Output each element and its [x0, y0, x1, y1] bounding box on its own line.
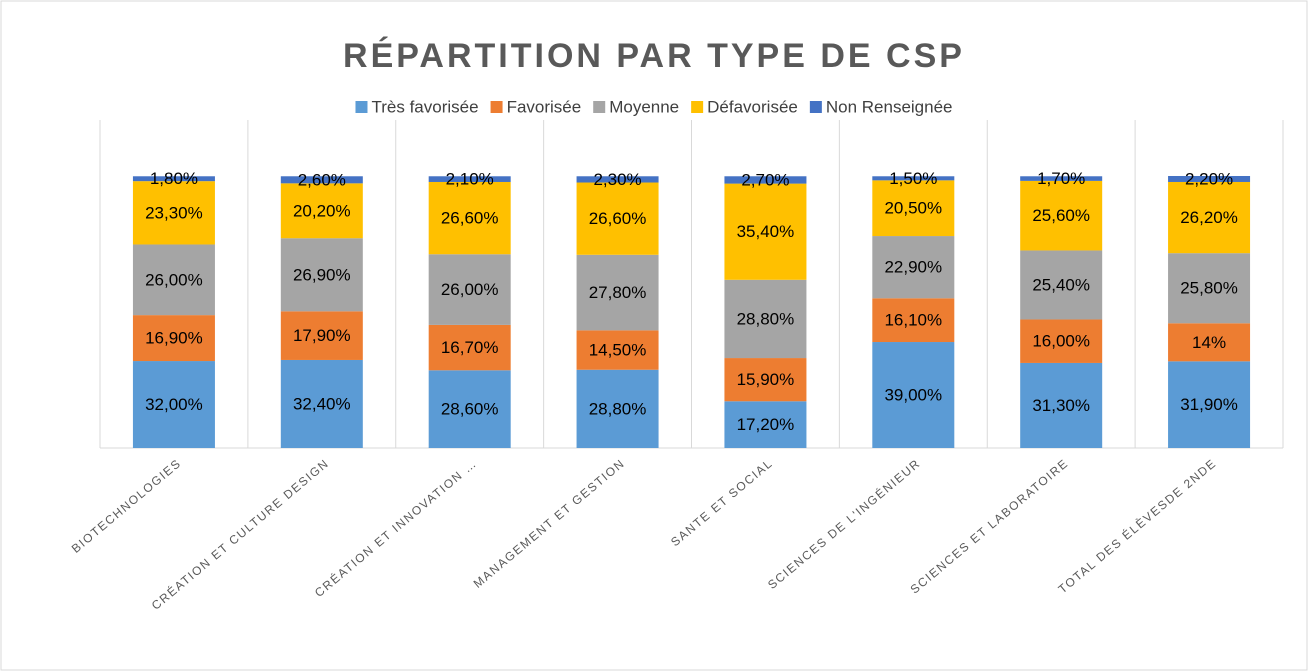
data-label: 31,90%: [1180, 395, 1238, 414]
bar-segment: [872, 180, 955, 237]
data-label: 23,30%: [145, 203, 203, 222]
bar-segment: [724, 279, 807, 359]
bar-segment: [280, 359, 363, 448]
data-label: 14,50%: [589, 341, 647, 360]
legend-label: Moyenne: [609, 97, 679, 116]
data-label: 26,00%: [441, 280, 499, 299]
bar-segment: [1020, 250, 1103, 320]
data-label: 2,30%: [593, 170, 641, 189]
legend-swatch: [355, 101, 368, 113]
data-label: 1,50%: [889, 169, 937, 188]
bar-segment: [428, 176, 511, 182]
bar-segment: [132, 244, 215, 316]
legend-label: Très favorisée: [371, 97, 478, 116]
bar-segment: [1168, 361, 1251, 448]
bar-segment: [1020, 362, 1103, 448]
data-label: 25,80%: [1180, 279, 1238, 298]
data-label: 25,60%: [1032, 206, 1090, 225]
bar-segment: [872, 236, 955, 299]
data-label: 22,90%: [884, 258, 942, 277]
legend-swatch: [691, 101, 704, 113]
data-label: 2,20%: [1185, 169, 1233, 188]
data-label: 26,60%: [589, 209, 647, 228]
bar-segment: [576, 182, 659, 255]
bar-segment: [1168, 253, 1251, 324]
bar-segment: [872, 298, 955, 343]
data-label: 2,10%: [446, 170, 494, 189]
data-label: 26,90%: [293, 265, 351, 284]
bar-segment: [280, 238, 363, 312]
bar-segment: [428, 370, 511, 448]
legend-label: Non Renseignée: [826, 97, 953, 116]
bar-segment: [1020, 180, 1103, 251]
data-label: 28,60%: [441, 400, 499, 419]
data-label: 17,90%: [293, 326, 351, 345]
data-label: 26,20%: [1180, 208, 1238, 227]
chart-title: RÉPARTITION PAR TYPE DE CSP: [343, 37, 965, 75]
data-label: 20,50%: [884, 199, 942, 218]
bar-segment: [428, 181, 511, 255]
data-label: 16,90%: [145, 329, 203, 348]
bar-segment: [872, 176, 955, 181]
bar-segment: [280, 183, 363, 239]
data-label: 26,60%: [441, 209, 499, 228]
bar-segment: [1020, 176, 1103, 181]
data-label: 39,00%: [884, 385, 942, 404]
data-label: 1,80%: [150, 169, 198, 188]
bar-segment: [724, 401, 807, 448]
bar-segment: [280, 311, 363, 360]
data-label: 28,80%: [737, 309, 795, 328]
bar-segment: [1168, 181, 1251, 254]
data-label: 15,90%: [737, 370, 795, 389]
bar-segment: [576, 330, 659, 370]
data-label: 16,10%: [884, 311, 942, 330]
bar-segment: [724, 183, 807, 280]
data-label: 25,40%: [1032, 275, 1090, 294]
bar-segment: [724, 176, 807, 184]
bar-segment: [132, 361, 215, 448]
data-label: 32,00%: [145, 395, 203, 414]
bar-segment: [1168, 176, 1251, 182]
data-label: 17,20%: [737, 415, 795, 434]
data-label: 20,20%: [293, 201, 351, 220]
bar-segment: [872, 342, 955, 448]
data-label: 2,70%: [741, 170, 789, 189]
legend-label: Défavorisée: [707, 97, 798, 116]
data-label: 28,80%: [589, 399, 647, 418]
legend-swatch: [809, 101, 822, 113]
data-label: 14%: [1192, 333, 1226, 352]
bar-segment: [576, 176, 659, 183]
data-label: 31,30%: [1032, 396, 1090, 415]
bar-segment: [1020, 319, 1103, 363]
bar-segment: [132, 181, 215, 245]
data-label: 1,70%: [1037, 169, 1085, 188]
data-label: 26,00%: [145, 270, 203, 289]
data-label: 27,80%: [589, 283, 647, 302]
legend-label: Favorisée: [507, 97, 582, 116]
bar-segment: [132, 315, 215, 362]
bar-segment: [1168, 323, 1251, 362]
data-label: 16,00%: [1032, 332, 1090, 351]
bar-segment: [428, 324, 511, 371]
bar-segment: [576, 254, 659, 331]
bar-segment: [724, 358, 807, 402]
bar-segment: [280, 176, 363, 184]
bar-segment: [576, 369, 659, 448]
bar-segment: [428, 254, 511, 325]
legend-swatch: [593, 101, 606, 113]
data-label: 2,60%: [298, 170, 346, 189]
data-label: 32,40%: [293, 394, 351, 413]
data-label: 35,40%: [737, 222, 795, 241]
legend-swatch: [490, 101, 503, 113]
data-label: 16,70%: [441, 338, 499, 357]
bar-segment: [132, 176, 215, 182]
